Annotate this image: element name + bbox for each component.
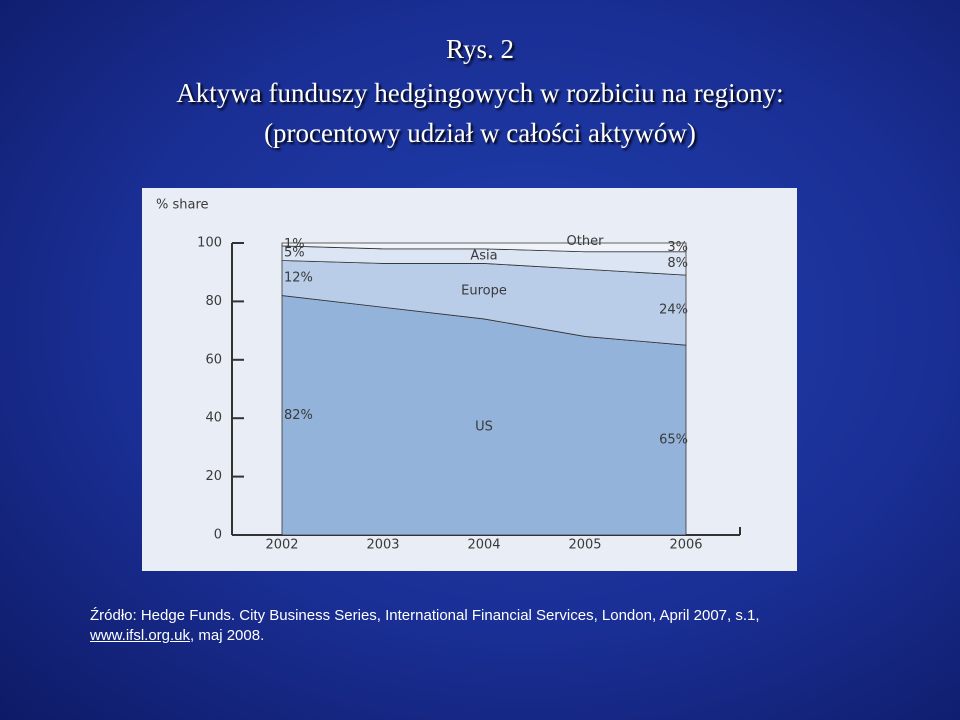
slide-title: (procentowy udział w całości aktywów) [264,118,696,148]
y-tick-label: 0 [214,528,222,543]
data-label: 1% [284,237,305,252]
y-axis-label: % share [156,198,209,213]
y-tick-label: 100 [197,236,222,251]
series-name: Europe [461,284,507,299]
source-tail: , maj 2008. [190,627,265,644]
x-tick-label: 2002 [265,538,298,553]
series-name: US [475,419,493,434]
data-label: 5% [284,246,305,261]
series-name: Other [567,234,605,249]
data-label: 12% [284,271,313,286]
data-label: 3% [667,240,688,255]
x-tick-label: 2005 [568,538,601,553]
x-tick-label: 2004 [467,538,500,553]
y-tick-label: 20 [205,469,222,484]
slide-title: Aktywa funduszy hedgingowych w rozbiciu … [176,78,784,108]
data-label: 82% [284,408,313,423]
x-tick-label: 2006 [669,538,702,553]
data-label: 8% [667,256,688,271]
source: Źródło: Hedge Funds. City Business Serie… [90,606,810,646]
series-name: Asia [470,249,497,264]
y-tick-label: 80 [205,294,222,309]
data-label: 24% [659,303,688,318]
area [281,242,687,253]
x-tick-label: 2003 [366,538,399,553]
slide-title: Rys. 2 [446,34,514,64]
data-label: 65% [659,433,688,448]
source-link[interactable]: www.ifsl.org.uk [90,627,191,644]
source-text: Źródło: Hedge Funds. City Business Serie… [90,607,760,624]
y-tick-label: 40 [205,411,222,426]
y-tick-label: 60 [205,352,222,367]
